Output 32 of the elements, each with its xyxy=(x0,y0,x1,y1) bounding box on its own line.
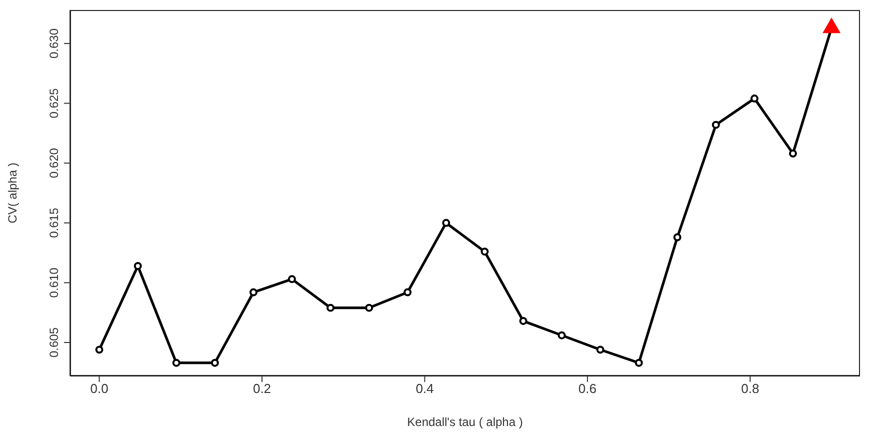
y-tick-label: 0.615 xyxy=(47,208,61,238)
y-tick-label: 0.605 xyxy=(47,327,61,358)
y-axis-title: CV( alpha ) xyxy=(5,162,20,224)
y-tick-label: 0.630 xyxy=(47,28,61,59)
point xyxy=(788,150,797,158)
point xyxy=(210,358,219,367)
point xyxy=(480,248,489,256)
y-tick-label: 0.620 xyxy=(47,148,61,178)
point xyxy=(404,288,412,296)
point xyxy=(712,120,720,129)
x-tick-label: 0.2 xyxy=(252,381,272,396)
x-tick-label: 0.6 xyxy=(578,381,596,396)
point xyxy=(558,331,566,340)
point xyxy=(442,218,450,227)
point xyxy=(326,304,334,312)
point xyxy=(134,262,142,270)
point xyxy=(365,304,374,312)
point xyxy=(249,288,258,296)
point xyxy=(750,94,758,102)
point xyxy=(673,233,682,242)
point xyxy=(596,346,604,354)
x-tick-label: 0.4 xyxy=(416,381,434,396)
point xyxy=(519,317,528,325)
x-tick-label: 0.0 xyxy=(90,381,108,396)
y-tick-label: 0.625 xyxy=(47,88,61,118)
point xyxy=(634,358,643,367)
point xyxy=(172,358,180,367)
y-tick-label: 0.610 xyxy=(47,267,61,298)
x-axis-title: Kendall's tau ( alpha ) xyxy=(407,415,523,429)
point xyxy=(95,346,104,354)
x-tick-label: 0.8 xyxy=(741,381,760,396)
point xyxy=(288,275,296,284)
